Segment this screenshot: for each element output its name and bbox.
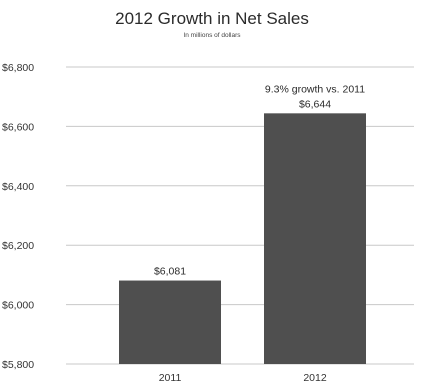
x-tick-label: 2011 [159, 372, 182, 384]
y-tick-label: $6,200 [2, 240, 34, 252]
x-tick-label: 2012 [303, 372, 327, 384]
growth-annotation: 9.3% growth vs. 2011 [265, 83, 365, 95]
bar [264, 113, 366, 364]
y-axis-tick-labels: $5,800 $6,000 $6,200 $6,400 $6,600 $6,800 [2, 62, 34, 371]
x-axis-tick-labels: 2011 2012 [159, 372, 327, 384]
y-tick-label: $6,400 [2, 181, 34, 193]
bar-value-label: $6,081 [154, 266, 186, 278]
y-tick-label: $6,000 [2, 300, 34, 312]
bar-value-label: $6,644 [299, 98, 331, 110]
chart-title: 2012 Growth in Net Sales [115, 9, 309, 28]
y-tick-label: $5,800 [2, 359, 34, 371]
bars [119, 113, 366, 364]
chart-subtitle: In millions of dollars [183, 32, 241, 39]
data-labels: $6,081 $6,644 9.3% growth vs. 2011 [154, 83, 365, 277]
y-tick-label: $6,600 [2, 121, 34, 133]
y-tick-label: $6,800 [2, 62, 34, 74]
bar [119, 280, 221, 364]
